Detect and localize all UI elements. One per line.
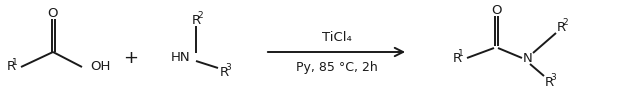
Text: 2: 2 bbox=[197, 11, 203, 20]
Text: R: R bbox=[192, 13, 201, 27]
Text: Py, 85 °C, 2h: Py, 85 °C, 2h bbox=[295, 60, 377, 73]
Text: R: R bbox=[220, 66, 229, 79]
Text: 3: 3 bbox=[550, 73, 556, 82]
Text: O: O bbox=[491, 3, 501, 17]
Text: 2: 2 bbox=[562, 18, 568, 27]
Text: N: N bbox=[523, 51, 533, 65]
Text: 3: 3 bbox=[225, 63, 231, 72]
Text: 1: 1 bbox=[12, 58, 18, 67]
Text: +: + bbox=[124, 49, 138, 67]
Text: OH: OH bbox=[90, 60, 110, 73]
Text: TiCl₄: TiCl₄ bbox=[322, 30, 352, 43]
Text: R: R bbox=[7, 60, 16, 73]
Text: 1: 1 bbox=[458, 49, 464, 58]
Text: HN: HN bbox=[170, 50, 190, 63]
Text: O: O bbox=[48, 7, 58, 20]
Text: R: R bbox=[557, 20, 566, 33]
Text: R: R bbox=[545, 76, 554, 89]
Text: R: R bbox=[453, 51, 462, 65]
